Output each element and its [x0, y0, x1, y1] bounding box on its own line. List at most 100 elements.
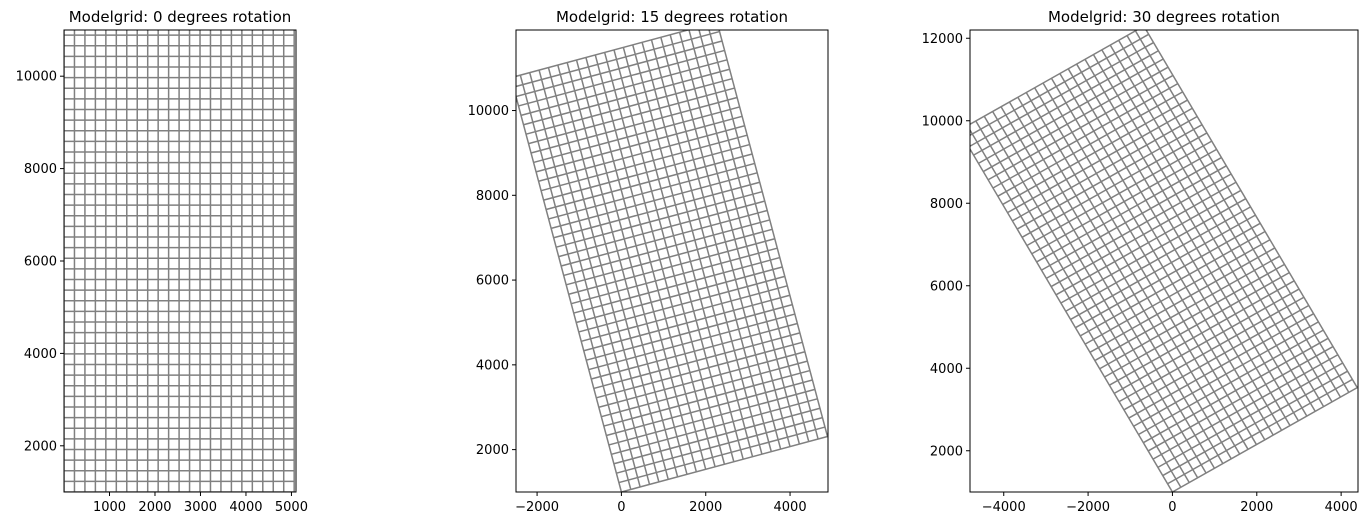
- x-tick-label: 4000: [229, 500, 262, 515]
- grid-row-line: [573, 256, 780, 314]
- grid-row-line: [1172, 386, 1358, 492]
- x-tick-label: 2000: [138, 500, 171, 515]
- modelgrid-lines: [64, 30, 295, 492]
- y-tick-label: 8000: [24, 162, 57, 177]
- chart-title: Modelgrid: 30 degrees rotation: [1048, 8, 1280, 26]
- y-tick-label: 12000: [922, 32, 963, 47]
- grid-column-line: [1145, 30, 1358, 389]
- y-tick-label: 4000: [930, 362, 963, 377]
- grid-row-line: [1128, 313, 1314, 419]
- panel-2: Modelgrid: 15 degrees rotation −2000 0 2000…: [468, 8, 829, 515]
- grid-row-line: [578, 275, 786, 333]
- grid-row-line: [1118, 296, 1305, 403]
- grid-row-line: [982, 66, 1169, 173]
- grid-row-line: [992, 82, 1179, 189]
- grid-row-line: [1007, 107, 1193, 214]
- grid-row-line: [1162, 370, 1348, 477]
- modelgrid-lines: [970, 30, 1358, 492]
- grid-row-line: [553, 181, 760, 239]
- y-tick-label: 8000: [930, 197, 963, 212]
- grid-row-line: [528, 87, 735, 145]
- grid-row-line: [550, 172, 758, 230]
- y-tick-label: 4000: [24, 347, 57, 362]
- grid-row-line: [997, 91, 1184, 197]
- grid-row-line: [1104, 271, 1290, 378]
- grid-row-line: [1065, 206, 1251, 312]
- grid-row-line: [601, 360, 808, 418]
- grid-row-line: [518, 49, 725, 107]
- chart-title: Modelgrid: 15 degrees rotation: [556, 8, 788, 26]
- grid-row-line: [563, 219, 770, 277]
- x-tick-label: 3000: [184, 500, 217, 515]
- grid-row-line: [608, 388, 816, 446]
- grid-row-line: [1021, 132, 1208, 238]
- grid-row-line: [538, 125, 745, 182]
- y-tick-label: 6000: [930, 279, 963, 294]
- grid-row-line: [1089, 247, 1276, 353]
- grid-row-line: [548, 162, 755, 220]
- grid-row-line: [1075, 222, 1261, 329]
- y-tick-label: 10000: [16, 70, 57, 85]
- grid-row-line: [530, 96, 738, 154]
- grid-row-line: [558, 200, 765, 258]
- y-tick-label: 2000: [476, 443, 509, 458]
- x-tick-label: 5000: [275, 500, 308, 515]
- y-tick-label: 6000: [476, 274, 509, 289]
- grid-row-line: [1026, 140, 1213, 247]
- grid-row-line: [516, 40, 723, 98]
- grid-row-line: [576, 266, 783, 324]
- grid-row-line: [591, 322, 798, 380]
- grid-row-line: [970, 30, 1139, 126]
- x-tick-label: 4000: [1325, 500, 1358, 515]
- grid-row-line: [987, 74, 1174, 181]
- grid-row-line: [1060, 198, 1247, 304]
- x-tick-label: 0: [1168, 500, 1176, 515]
- grid-row-line: [1138, 329, 1324, 436]
- grid-row-line: [1099, 263, 1285, 370]
- grid-row-line: [555, 190, 763, 248]
- y-tick-label: 4000: [476, 358, 509, 373]
- grid-row-line: [533, 106, 740, 164]
- grid-row-line: [1031, 148, 1217, 255]
- y-tick-label: 6000: [24, 255, 57, 270]
- grid-row-line: [973, 50, 1159, 156]
- grid-row-line: [540, 134, 748, 192]
- x-tick-label: −2000: [1066, 500, 1110, 515]
- grid-row-line: [603, 369, 811, 427]
- grid-row-line: [543, 143, 750, 201]
- grid-row-line: [598, 351, 806, 408]
- grid-row-line: [621, 435, 828, 492]
- grid-row-line: [568, 238, 775, 295]
- grid-row-line: [1167, 378, 1353, 485]
- grid-row-line: [970, 41, 1154, 148]
- grid-row-line: [1152, 354, 1339, 460]
- axes-frame: [515, 29, 829, 493]
- x-tick-label: 2000: [689, 500, 722, 515]
- grid-row-line: [581, 285, 788, 343]
- grid-row-line: [1113, 288, 1300, 395]
- panel-3: Modelgrid: 30 degrees rotation −4000 −2000…: [922, 8, 1359, 515]
- grid-row-line: [586, 303, 793, 361]
- grid-row-line: [516, 30, 720, 88]
- grid-row-line: [593, 332, 801, 390]
- axes-frame: [969, 29, 1359, 493]
- y-tick-label: 10000: [468, 104, 509, 119]
- grid-row-line: [1084, 239, 1271, 345]
- grid-row-line: [618, 426, 826, 484]
- grid-row-line: [588, 313, 796, 371]
- grid-row-line: [523, 68, 730, 126]
- grid-row-line: [1142, 337, 1329, 444]
- grid-row-line: [1094, 255, 1281, 362]
- grid-row-line: [978, 58, 1164, 164]
- grid-row-line: [1070, 214, 1256, 321]
- grid-row-line: [616, 416, 823, 474]
- grid-row-line: [596, 341, 803, 399]
- x-tick-label: 4000: [774, 500, 807, 515]
- grid-row-line: [1157, 362, 1344, 469]
- x-tick-label: −2000: [515, 500, 559, 515]
- y-tick-label: 10000: [922, 114, 963, 129]
- grid-row-line: [1016, 124, 1203, 230]
- grid-row-line: [1147, 345, 1334, 452]
- x-tick-label: 0: [617, 500, 625, 515]
- x-tick-label: 1000: [93, 500, 126, 515]
